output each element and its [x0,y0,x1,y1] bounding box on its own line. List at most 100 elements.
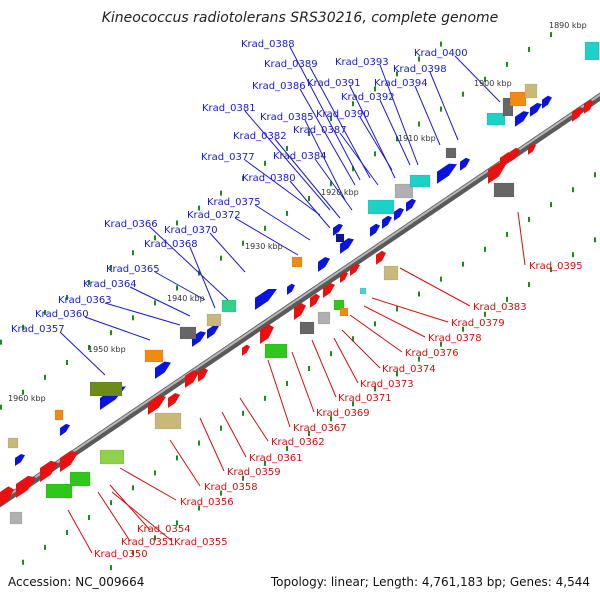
gene-block[interactable] [69,471,91,487]
gene-block[interactable] [333,299,345,311]
gene-arrow[interactable] [198,365,208,382]
gene-label[interactable]: Krad_0386 [252,81,306,92]
gene-block[interactable] [524,83,538,99]
gene-block[interactable] [99,449,125,465]
gene-arrow[interactable] [515,107,529,127]
gene-block[interactable] [317,311,331,325]
gene-block[interactable] [383,265,399,281]
gene-label[interactable]: Krad_0390 [316,109,370,120]
gene-label[interactable]: Krad_0358 [204,482,258,493]
gene-label[interactable]: Krad_0354 [137,524,191,535]
gene-arrow[interactable] [460,155,470,171]
gene-label[interactable]: Krad_0367 [293,423,347,434]
gene-label[interactable]: Krad_0376 [405,348,459,359]
gene-arrow[interactable] [510,145,520,162]
gene-arrow[interactable] [148,391,166,415]
gene-arrow[interactable] [255,283,277,310]
gene-arrow[interactable] [437,158,457,184]
gene-arrow[interactable] [40,456,58,482]
gene-label[interactable]: Krad_0364 [83,279,137,290]
gene-label[interactable]: Krad_0357 [11,324,65,335]
gene-block[interactable] [221,299,237,313]
gene-label[interactable]: Krad_0392 [341,92,395,103]
gene-block[interactable] [509,91,527,107]
gene-label[interactable]: Krad_0400 [414,48,468,59]
gene-block[interactable] [409,174,431,188]
gene-arrow[interactable] [370,221,380,237]
gene-arrow[interactable] [155,357,171,379]
gene-arrow[interactable] [584,97,594,114]
gene-label[interactable]: Krad_0369 [316,408,370,419]
gene-arrow[interactable] [350,261,360,276]
gene-arrow[interactable] [528,141,536,155]
gene-label[interactable]: Krad_0393 [335,57,389,68]
gene-label[interactable]: Krad_0378 [428,333,482,344]
gene-label[interactable]: Krad_0381 [202,103,256,114]
gene-arrow[interactable] [287,281,295,295]
gene-arrow[interactable] [168,390,180,408]
gene-label[interactable]: Krad_0372 [187,210,241,221]
gene-arrow[interactable] [185,366,199,388]
gene-label[interactable]: Krad_0388 [241,39,295,50]
gene-block[interactable] [486,112,506,126]
gene-label[interactable]: Krad_0375 [207,197,261,208]
gene-block[interactable] [339,307,349,317]
gene-arrow[interactable] [382,213,392,229]
gene-block[interactable] [359,287,367,295]
gene-label[interactable]: Krad_0368 [144,239,198,250]
gene-block[interactable] [502,97,514,117]
gene-arrow[interactable] [310,291,320,308]
gene-block[interactable] [45,483,73,499]
gene-arrow[interactable] [260,320,274,344]
gene-label[interactable]: Krad_0355 [174,537,228,548]
gene-label[interactable]: Krad_0362 [271,437,325,448]
gene-label[interactable]: Krad_0395 [529,261,583,272]
gene-block[interactable] [264,343,288,359]
gene-arrow[interactable] [60,421,70,436]
gene-block[interactable] [291,256,303,268]
gene-arrow[interactable] [0,483,14,506]
gene-label[interactable]: Krad_0351 [121,537,175,548]
gene-arrow[interactable] [294,300,306,320]
gene-label[interactable]: Krad_0373 [360,379,414,390]
gene-arrow[interactable] [542,93,552,109]
gene-block[interactable] [144,349,164,363]
gene-label[interactable]: Krad_0370 [164,225,218,236]
gene-label[interactable]: Krad_0374 [382,364,436,375]
gene-block[interactable] [7,437,19,449]
gene-block[interactable] [9,511,23,525]
gene-label[interactable]: Krad_0360 [35,309,89,320]
gene-label[interactable]: Krad_0383 [473,302,527,313]
gene-label[interactable]: Krad_0391 [307,78,361,89]
gene-label[interactable]: Krad_0384 [273,151,327,162]
gene-arrow[interactable] [60,446,78,472]
gene-block[interactable] [179,326,197,340]
gene-label[interactable]: Krad_0350 [94,549,148,560]
gene-label[interactable]: Krad_0356 [180,497,234,508]
gene-block[interactable] [299,321,315,335]
gene-label[interactable]: Krad_0379 [451,318,505,329]
gene-arrow[interactable] [340,269,348,283]
gene-label[interactable]: Krad_0385 [260,112,314,123]
gene-arrow[interactable] [318,254,330,272]
gene-label[interactable]: Krad_0363 [58,295,112,306]
gene-label[interactable]: Krad_0359 [227,467,281,478]
gene-block[interactable] [493,182,515,198]
gene-arrow[interactable] [333,221,343,236]
gene-arrow[interactable] [207,322,219,339]
gene-label[interactable]: Krad_0365 [106,264,160,275]
gene-arrow[interactable] [394,205,404,221]
gene-label[interactable]: Krad_0398 [393,64,447,75]
gene-block[interactable] [367,199,395,215]
gene-block[interactable] [445,147,457,159]
gene-label[interactable]: Krad_0382 [233,131,287,142]
gene-arrow[interactable] [323,280,335,298]
gene-block[interactable] [335,233,345,243]
gene-label[interactable]: Krad_0394 [374,78,428,89]
gene-block[interactable] [89,381,123,397]
gene-label[interactable]: Krad_0380 [242,173,296,184]
gene-label[interactable]: Krad_0387 [293,125,347,136]
gene-block[interactable] [206,313,222,327]
gene-arrow[interactable] [488,158,506,184]
gene-block[interactable] [394,183,414,199]
